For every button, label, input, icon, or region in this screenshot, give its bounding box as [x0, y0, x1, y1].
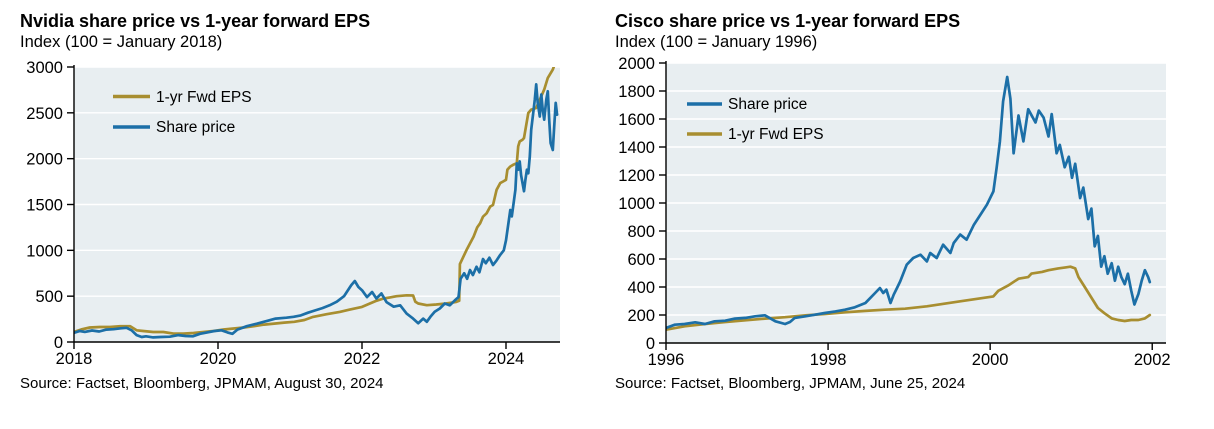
y-tick-label: 200 — [627, 307, 655, 325]
y-tick-label: 1600 — [618, 111, 655, 129]
y-tick-label: 2000 — [26, 151, 63, 169]
y-tick-label: 1500 — [26, 197, 63, 215]
y-tick-label: 500 — [35, 288, 63, 306]
x-tick-label: 2018 — [56, 350, 93, 368]
cisco-legend: Share price 1-yr Fwd EPS — [687, 96, 824, 143]
x-tick-label: 2022 — [344, 350, 381, 368]
y-tick-label: 1000 — [618, 195, 655, 213]
y-tick-label: 1800 — [618, 83, 655, 101]
series-line-price — [74, 83, 559, 339]
y-tick-label: 800 — [627, 223, 655, 241]
cisco-source-note: Source: Factset, Bloomberg, JPMAM, June … — [615, 375, 965, 392]
x-tick-label: 1996 — [648, 351, 685, 369]
y-tick-label: 3000 — [26, 59, 63, 77]
nvidia-source-note: Source: Factset, Bloomberg, JPMAM, Augus… — [20, 375, 384, 392]
cisco-chart-title: Cisco share price vs 1-year forward EPS — [615, 11, 960, 31]
legend-label-price: Share price — [156, 119, 235, 136]
y-tick-label: 600 — [627, 251, 655, 269]
series-lines — [666, 75, 1152, 332]
nvidia-chart-title: Nvidia share price vs 1-year forward EPS — [20, 11, 370, 31]
x-tick-label: 2000 — [972, 351, 1009, 369]
cisco-plot-area: 0 200 400 600 800 1000 1200 1400 1600 1800 2000 199… — [618, 55, 1170, 369]
nvidia-chart-subtitle: Index (100 = January 2018) — [20, 33, 222, 51]
legend-label-price: Share price — [728, 96, 807, 113]
y-tick-label: 400 — [627, 279, 655, 297]
nvidia-plot-area: 0 500 1000 1500 2000 2500 3000 2018 2020 2022 2024 — [26, 59, 560, 368]
y-tick-label: 1000 — [26, 242, 63, 260]
y-tick-label: 2500 — [26, 105, 63, 123]
x-tick-label: 1998 — [810, 351, 847, 369]
x-tick-label: 2020 — [200, 350, 237, 368]
series-lines — [74, 67, 559, 339]
y-tick-label: 2000 — [618, 55, 655, 73]
y-tick-label: 1400 — [618, 139, 655, 157]
y-tick-label: 1200 — [618, 167, 655, 185]
series-line-eps — [666, 265, 1152, 332]
series-line-price — [666, 75, 1152, 330]
x-tick-label: 2002 — [1134, 351, 1171, 369]
y-tick-label: 0 — [646, 335, 655, 353]
nvidia-legend: 1-yr Fwd EPS Share price — [113, 89, 252, 136]
cisco-chart: Cisco share price vs 1-year forward EPS … — [615, 11, 1171, 392]
nvidia-chart: Nvidia share price vs 1-year forward EPS… — [20, 11, 560, 392]
legend-label-eps: 1-yr Fwd EPS — [728, 126, 824, 143]
legend-label-eps: 1-yr Fwd EPS — [156, 89, 252, 106]
cisco-chart-subtitle: Index (100 = January 1996) — [615, 33, 817, 51]
y-tick-label: 0 — [54, 334, 63, 352]
x-tick-label: 2024 — [488, 350, 525, 368]
